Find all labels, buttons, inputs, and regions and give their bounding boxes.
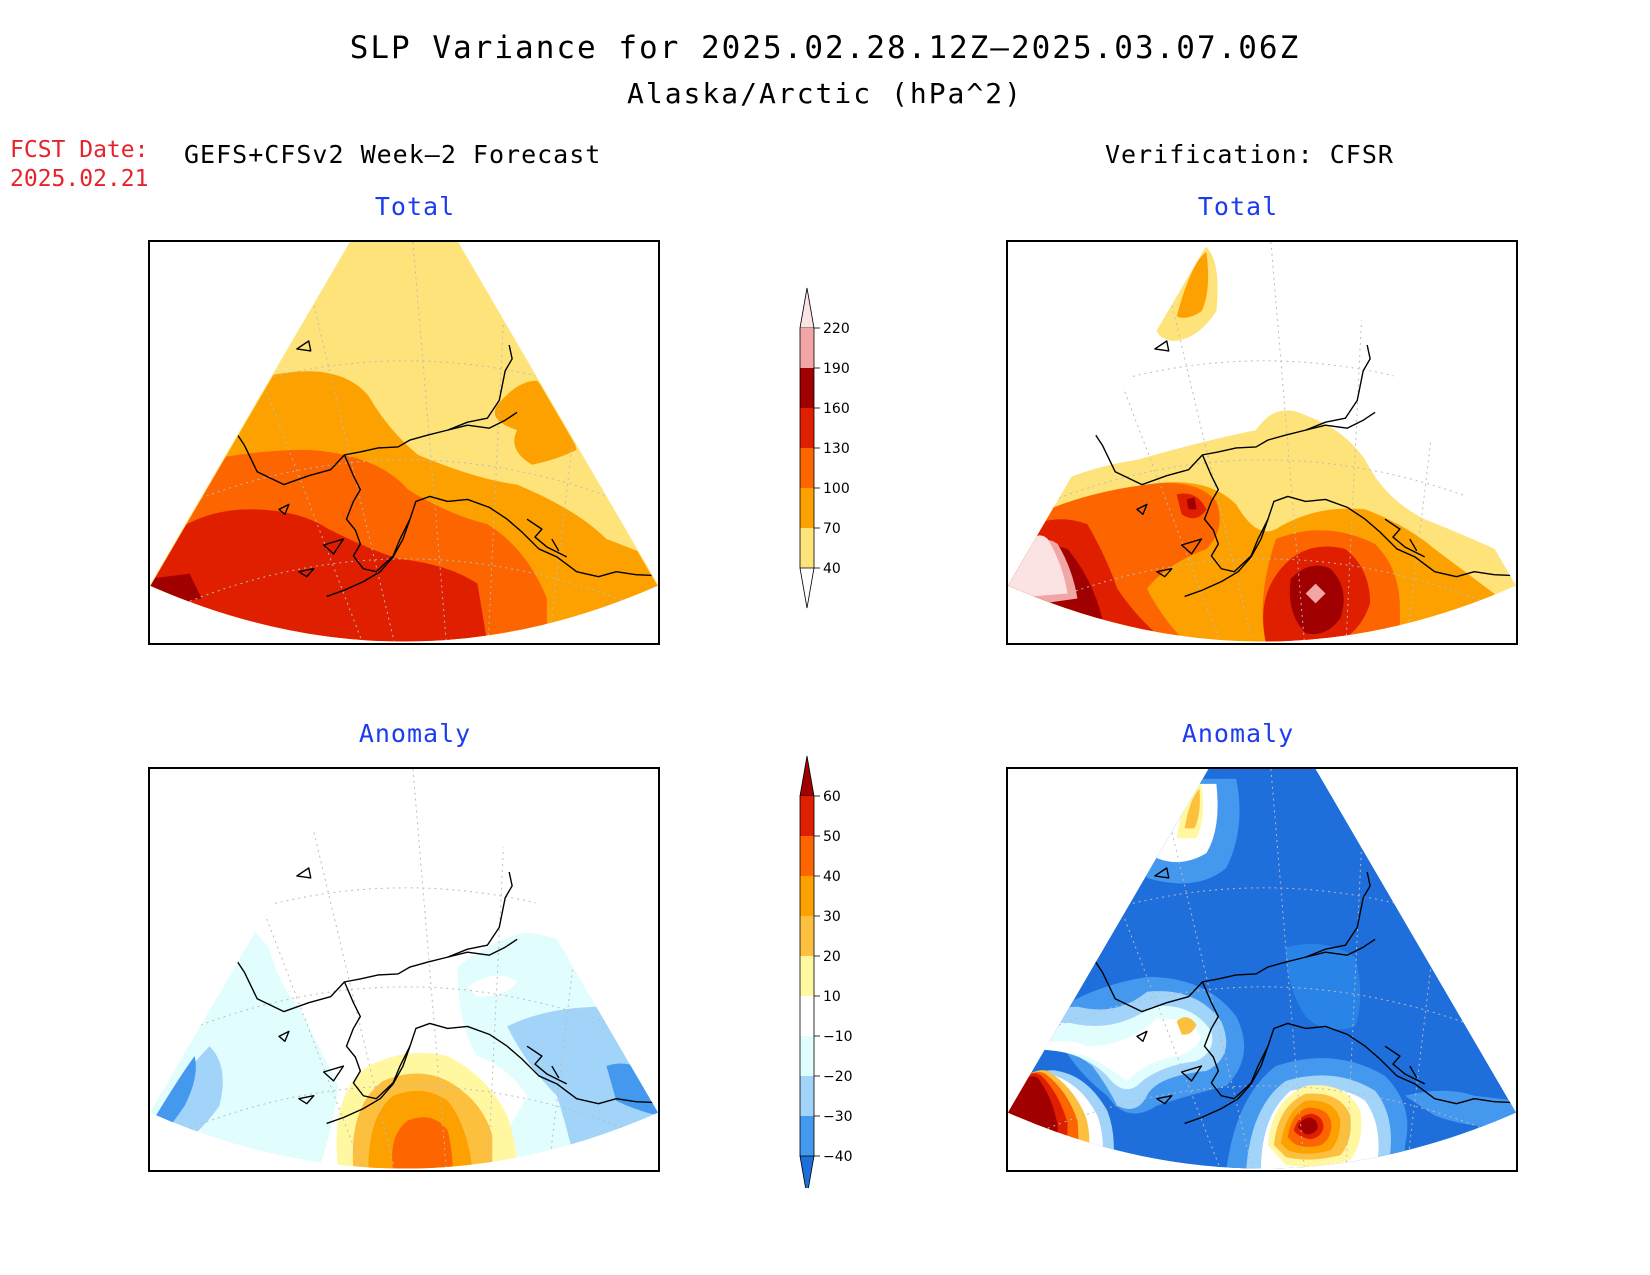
colorbar-bottom-triangle: [799, 567, 815, 609]
fcst-total-map-svg: [150, 242, 658, 642]
colorbar-label: 20: [823, 949, 841, 965]
colorbar-label: 190: [823, 361, 850, 377]
colorbar-bin: [800, 996, 814, 1036]
verif-anomaly-title: Anomaly: [1181, 719, 1295, 748]
colorbar-label: −10: [823, 1029, 853, 1045]
fcst-total-map: [148, 240, 660, 645]
colorbar-label: −20: [823, 1069, 853, 1085]
fcst-anomaly-map: [148, 767, 660, 1172]
colorbar-top-triangle: [799, 287, 815, 329]
colorbar-label: 40: [823, 869, 841, 885]
colorbar-bin: [800, 836, 814, 876]
colorbar-bin: [800, 368, 814, 408]
colorbar-label: 40: [823, 561, 841, 577]
forecast-column-title: GEFS+CFSv2 Week–2 Forecast: [184, 140, 602, 169]
colorbar-border: [799, 796, 815, 1156]
forecast-date-value: 2025.02.21: [10, 166, 149, 192]
colorbar-label: 130: [823, 441, 850, 457]
colorbar-label: 10: [823, 989, 841, 1005]
forecast-date-label: FCST Date:: [10, 137, 149, 163]
colorbar-bin: [800, 1116, 814, 1156]
colorbar-bin: [800, 448, 814, 488]
colorbar-top-triangle: [799, 755, 815, 797]
colorbar-total: 220 190 160 130 100 70 40: [799, 287, 850, 609]
forecast-date: FCST Date: 2025.02.21: [10, 136, 148, 194]
main-subtitle: Alaska/Arctic (hPa^2): [626, 77, 1023, 110]
colorbar-label: −30: [823, 1109, 853, 1125]
verif-total-map-svg: [1008, 242, 1516, 642]
colorbar-label: 30: [823, 909, 841, 925]
colorbar-bin: [800, 916, 814, 956]
verif-total-title: Total: [1197, 192, 1279, 221]
colorbar-bin: [800, 328, 814, 368]
colorbar-bin: [800, 876, 814, 916]
verif-anomaly-map-svg: [1008, 769, 1516, 1169]
fcst-anomaly-map-svg: [150, 769, 658, 1169]
colorbar-label: 70: [823, 521, 841, 537]
colorbar-label: 50: [823, 829, 841, 845]
colorbar-bin: [800, 528, 814, 568]
colorbar-bin: [800, 1076, 814, 1116]
colorbar-label: 220: [823, 321, 850, 337]
colorbar-bin: [800, 1036, 814, 1076]
colorbar-label: −40: [823, 1149, 853, 1165]
verif-anomaly-map: [1006, 767, 1518, 1172]
colorbar-bin: [800, 956, 814, 996]
colorbar-bottom-triangle: [799, 1155, 815, 1188]
colorbar-label: 100: [823, 481, 850, 497]
colorbar-bin: [800, 796, 814, 836]
fcst-anomaly-title: Anomaly: [358, 719, 472, 748]
colorbar-bin: [800, 408, 814, 448]
main-title: SLP Variance for 2025.02.28.12Z–2025.03.…: [349, 30, 1301, 66]
fcst-total-title: Total: [374, 192, 456, 221]
verif-total-map: [1006, 240, 1518, 645]
verification-column-title: Verification: CFSR: [1105, 140, 1394, 169]
colorbar-label: 60: [823, 789, 841, 805]
colorbar-label: 160: [823, 401, 850, 417]
colorbar-anomaly: 60 50 40 30 20 10 −10 −20 −30 −40: [799, 755, 853, 1188]
colorbar-bin: [800, 488, 814, 528]
